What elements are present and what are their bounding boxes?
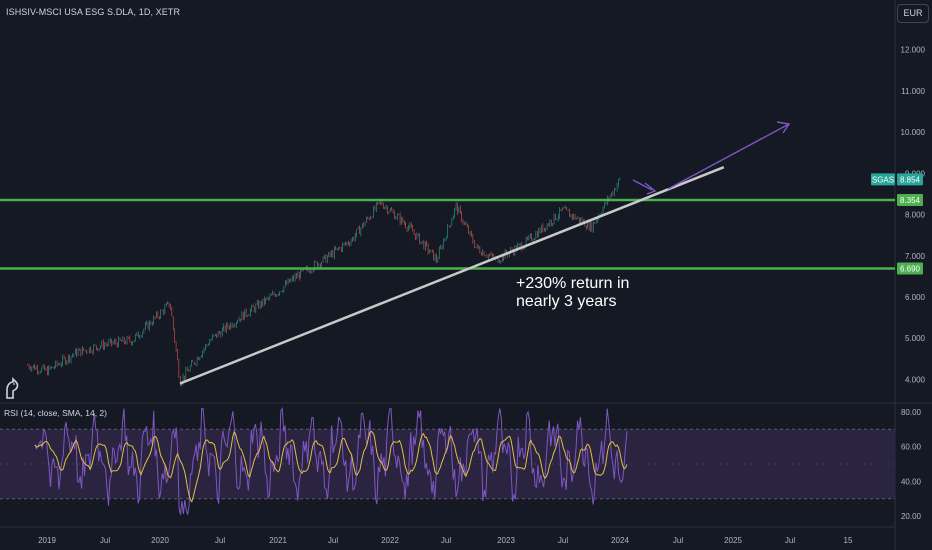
candles [27, 177, 621, 387]
time-axis-tick: Jul [558, 536, 568, 545]
time-axis-tick: Jul [441, 536, 451, 545]
price-label-box [897, 173, 923, 186]
symbol-title: ISHSIV-MSCI USA ESG S.DLA, 1D, XETR [6, 7, 181, 17]
currency-button[interactable]: EUR [897, 4, 929, 23]
short-arrow [632, 179, 657, 195]
time-axis-tick: 15 [844, 536, 853, 545]
price-axis-tick: 11.000 [901, 87, 925, 96]
price-axis-tick: 4.000 [905, 375, 926, 384]
time-axis-tick: 2022 [381, 536, 399, 545]
price-label: 6.690 [900, 265, 921, 274]
rsi-indicator-label[interactable]: RSI (14, close, SMA, 14, 2) [4, 408, 107, 418]
time-axis-tick: Jul [328, 536, 338, 545]
time-axis-tick: Jul [785, 536, 795, 545]
annotation-line-2: nearly 3 years [516, 293, 617, 310]
rsi-axis-tick: 20.00 [901, 512, 922, 521]
price-axis-tick: 12.000 [901, 46, 926, 55]
trend-line [179, 166, 725, 385]
rsi-line [34, 406, 628, 515]
time-axis-tick: 2021 [269, 536, 287, 545]
rsi-sma-line [34, 430, 628, 503]
rsi-band [0, 429, 895, 499]
price-label-box [871, 173, 895, 186]
rsi-axis-tick: 60.00 [901, 443, 922, 452]
price-label: 8.354 [900, 196, 921, 205]
price-axis-tick: 6.000 [905, 293, 926, 302]
rsi-axis-tick: 40.00 [901, 477, 922, 486]
time-axis-tick: 2024 [611, 536, 629, 545]
price-label: 8.854 [900, 175, 921, 184]
time-axis-tick: Jul [215, 536, 225, 545]
price-label-box [897, 193, 923, 206]
price-label: SGAS [872, 175, 894, 184]
price-axis-tick: 10.000 [901, 128, 926, 137]
price-axis-tick: 7.000 [905, 252, 926, 261]
rsi-axis-tick: 80.00 [901, 408, 922, 417]
long-arrow [667, 121, 791, 190]
tradingview-logo-icon[interactable] [3, 377, 21, 399]
annotation-line-1: +230% return in [516, 275, 629, 292]
price-label-box [897, 262, 923, 275]
price-axis-tick: 8.000 [905, 211, 926, 220]
price-axis-tick: 5.000 [905, 334, 926, 343]
time-axis-tick: 2023 [497, 536, 515, 545]
projection-arrows [632, 121, 791, 195]
time-axis-tick: 2025 [724, 536, 742, 545]
time-axis-tick: 2020 [151, 536, 169, 545]
time-axis-tick: 2019 [38, 536, 56, 545]
time-axis-tick: Jul [100, 536, 110, 545]
time-axis-tick: Jul [673, 536, 683, 545]
